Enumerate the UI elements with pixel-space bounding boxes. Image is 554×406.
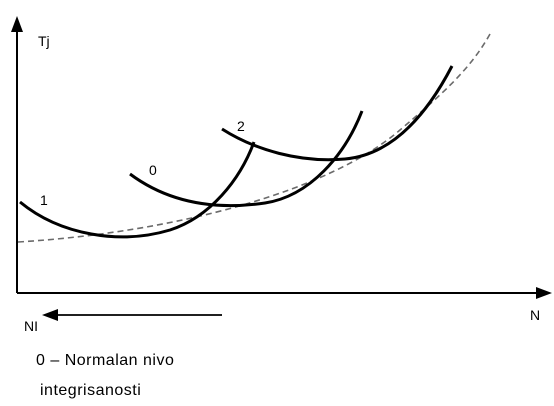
curve-0 [129, 110, 364, 208]
left-arrow-label: NI [24, 318, 38, 334]
curve-2-label: 2 [237, 118, 245, 134]
y-axis-label: Tj [38, 33, 50, 49]
caption-line-1: 0 – Normalan nivo [36, 352, 174, 369]
x-axis-label: N [530, 307, 540, 323]
x-axis-arrowhead [536, 287, 552, 299]
envelope-dashed-curve [17, 33, 491, 243]
y-axis-arrowhead [11, 16, 23, 32]
curve-2 [221, 65, 454, 162]
curve-1 [19, 141, 256, 239]
curve-1-label: 1 [40, 192, 48, 208]
left-arrow-icon [42, 309, 58, 321]
curve-0-label: 0 [149, 162, 157, 178]
caption-line-2: integrisanosti [40, 382, 141, 399]
